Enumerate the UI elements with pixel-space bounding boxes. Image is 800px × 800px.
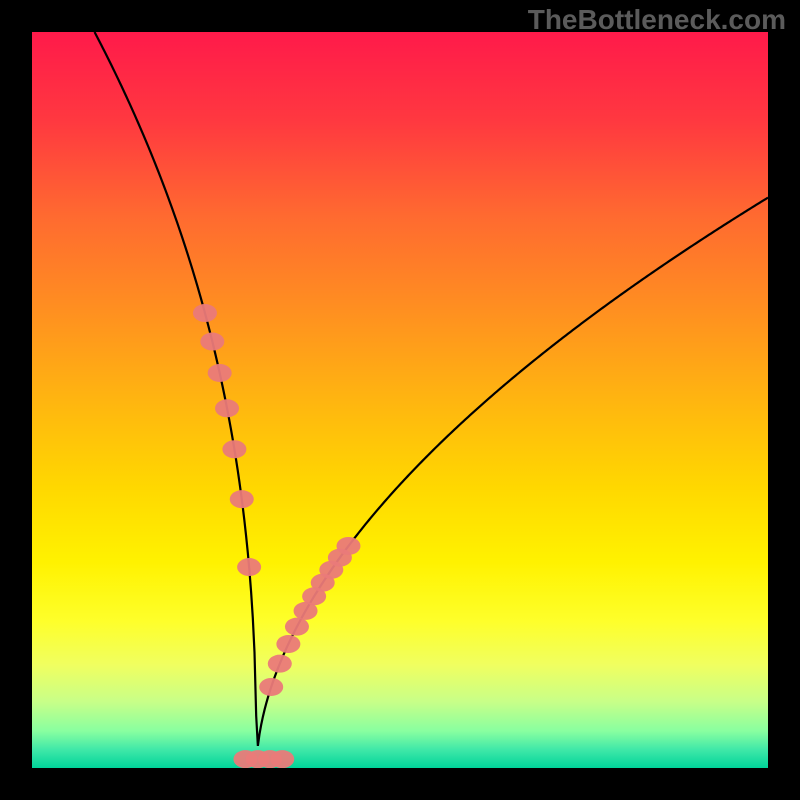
marker-ellipse bbox=[230, 490, 254, 508]
plot-area bbox=[32, 32, 768, 768]
marker-ellipse bbox=[215, 399, 239, 417]
chart-svg bbox=[32, 32, 768, 768]
marker-ellipse bbox=[268, 655, 292, 673]
marker-ellipse bbox=[336, 537, 360, 555]
marker-ellipse bbox=[193, 304, 217, 322]
watermark-text: TheBottleneck.com bbox=[528, 4, 786, 36]
gradient-background bbox=[32, 32, 768, 768]
marker-ellipse bbox=[276, 635, 300, 653]
marker-ellipse bbox=[200, 333, 224, 351]
marker-ellipse bbox=[222, 440, 246, 458]
marker-ellipse bbox=[208, 364, 232, 382]
marker-ellipse bbox=[259, 678, 283, 696]
marker-ellipse bbox=[270, 750, 294, 768]
marker-ellipse bbox=[237, 558, 261, 576]
marker-ellipse bbox=[285, 618, 309, 636]
